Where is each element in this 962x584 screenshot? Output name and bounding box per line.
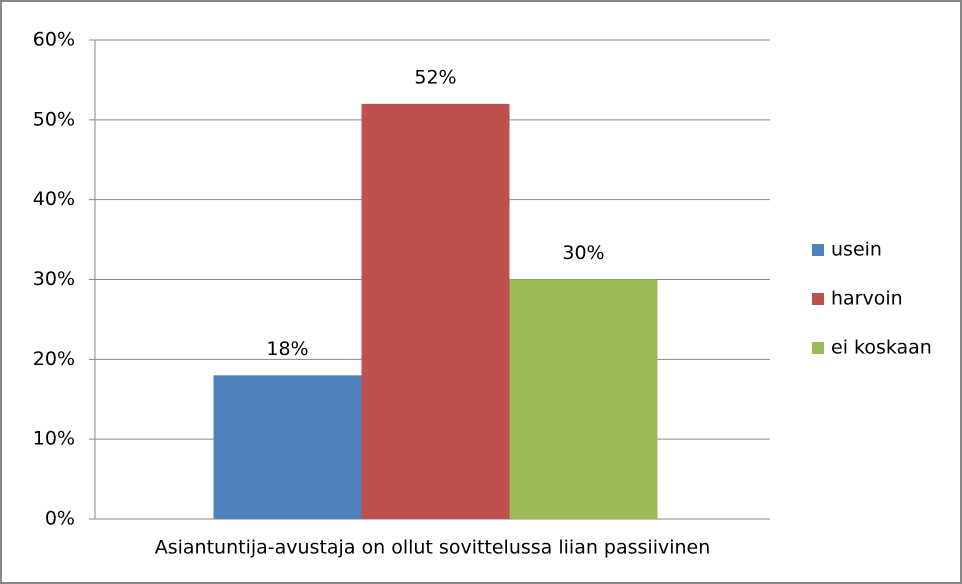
y-tick-label: 20% xyxy=(33,348,75,370)
y-tick-label: 60% xyxy=(33,29,75,51)
legend-label: harvoin xyxy=(831,288,903,310)
bar xyxy=(361,103,510,519)
legend-swatch xyxy=(812,342,824,354)
bar xyxy=(509,279,658,519)
y-tick-label: 40% xyxy=(33,188,75,210)
legend-swatch xyxy=(812,293,824,305)
legend-label: usein xyxy=(831,239,882,261)
legend-swatch xyxy=(812,244,824,256)
legend-label: ei koskaan xyxy=(831,337,932,359)
x-tick-label: Asiantuntija-avustaja on ollut sovittelu… xyxy=(155,537,711,559)
data-label: 52% xyxy=(414,66,456,88)
data-label: 30% xyxy=(562,242,604,264)
y-tick-label: 0% xyxy=(45,508,75,530)
y-tick-label: 10% xyxy=(33,428,75,450)
y-tick-label: 50% xyxy=(33,108,75,130)
bar xyxy=(213,375,362,519)
y-tick-label: 30% xyxy=(33,268,75,290)
data-label: 18% xyxy=(266,338,308,360)
